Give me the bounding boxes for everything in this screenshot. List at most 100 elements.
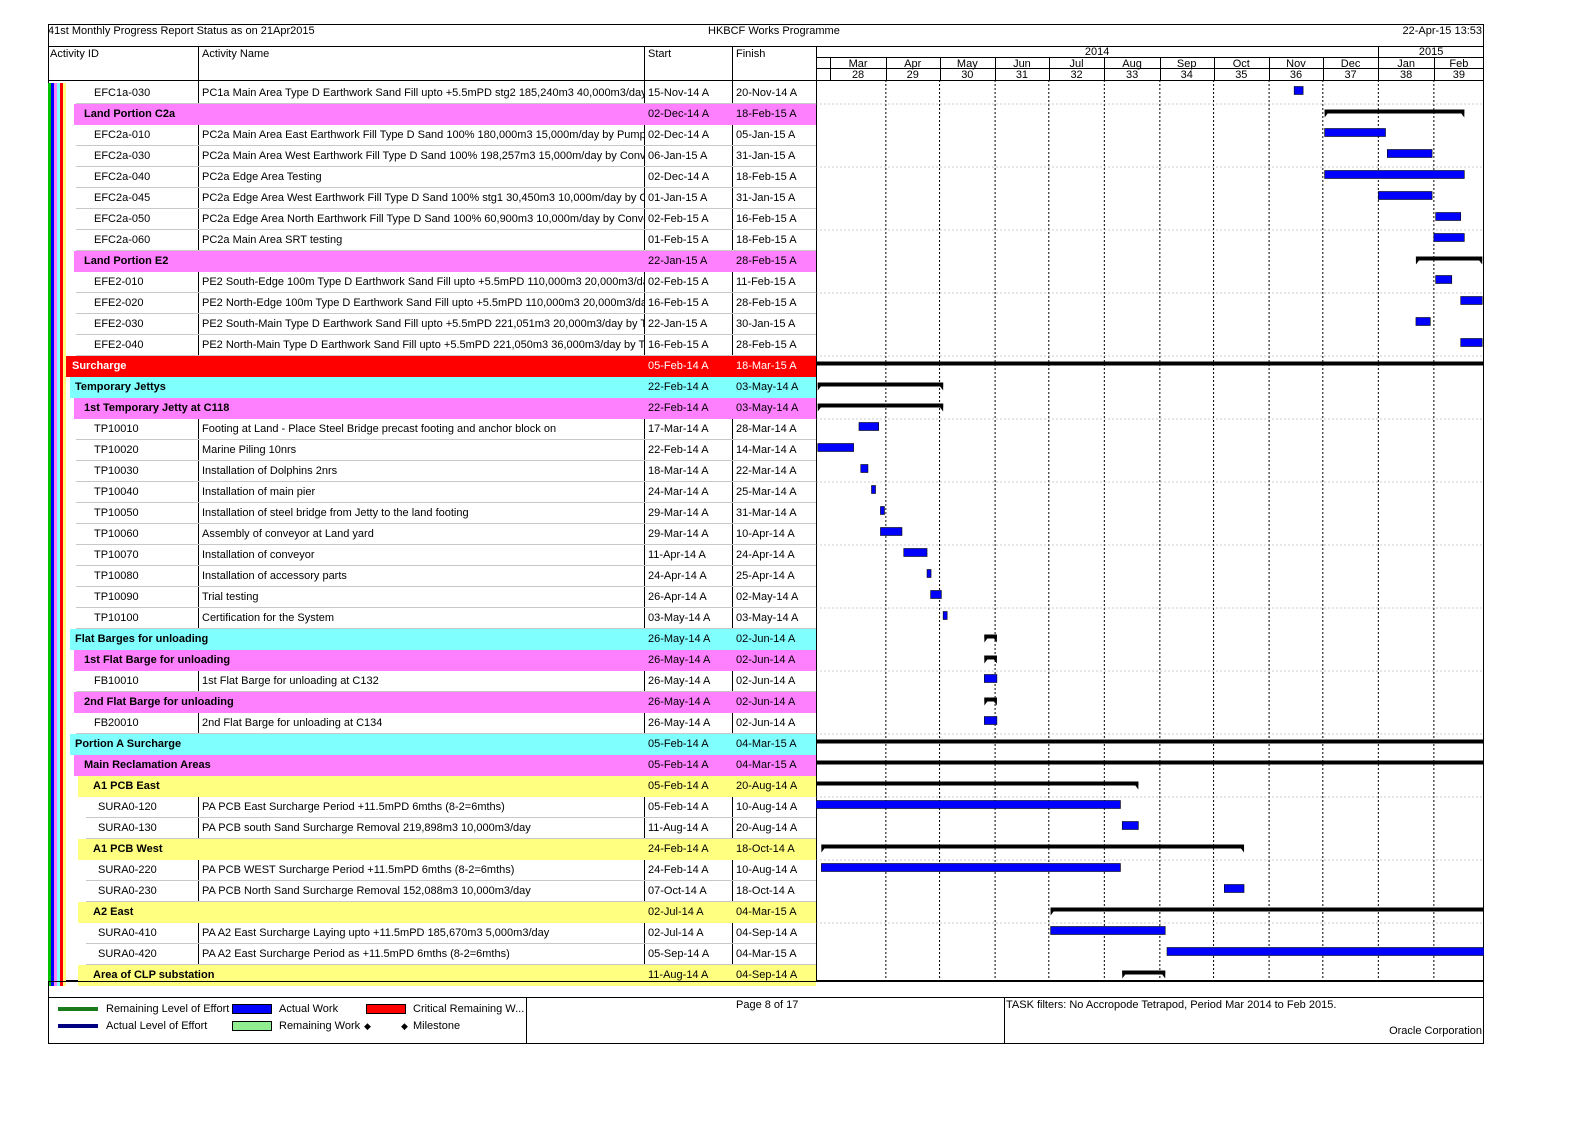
summary-bar[interactable] [984,697,997,702]
activity-row[interactable]: FB20010 2nd Flat Barge for unloading at C… [48,713,816,734]
activity-row[interactable]: EFC2a-010 PC2a Main Area East Earthwork F… [48,125,816,146]
activity-id: TP10020 [94,444,139,456]
actual-work-bar[interactable] [816,800,1121,809]
activity-row[interactable]: SURA0-410 PA A2 East Surcharge Laying upt… [48,923,816,944]
actual-work-bar[interactable] [1460,338,1483,347]
start-date: 05-Feb-14 A [648,759,709,771]
activity-row[interactable]: EFE2-030 PE2 South-Main Type D Earthwork … [48,314,816,335]
activity-row[interactable]: EFC2a-050 PC2a Edge Area North Earthwork … [48,209,816,230]
summary-bar[interactable] [984,634,997,639]
activity-id: EFE2-040 [94,339,144,351]
activity-row[interactable]: TP10020 Marine Piling 10nrs 22-Feb-14 A 14-… [48,440,816,461]
column-start[interactable]: Start [648,48,672,60]
week-label: 39 [1452,69,1466,81]
activity-row[interactable]: EFC2a-040 PC2a Edge Area Testing 02-Dec-14… [48,167,816,188]
actual-work-bar[interactable] [1050,926,1166,935]
activity-row[interactable]: TP10090 Trial testing 26-Apr-14 A 02-May-14… [48,587,816,608]
activity-row[interactable]: SURA0-230 PA PCB North Sand Surcharge Rem… [48,881,816,902]
summary-bar[interactable] [816,361,1484,366]
actual-work-bar[interactable] [871,485,876,494]
wbs-row[interactable]: A1 PCB East 05-Feb-14 A 20-Aug-14 A [48,776,816,797]
activity-row[interactable]: EFC1a-030 PC1a Main Area Type D Earthwork… [48,83,816,104]
month-label: May [956,58,978,70]
activity-name: Installation of conveyor [202,549,315,561]
actual-work-bar[interactable] [817,443,854,452]
wbs-row[interactable]: 1st Temporary Jetty at C118 22-Feb-14 A 03… [48,398,816,419]
activity-row[interactable]: EFE2-040 PE2 North-Main Type D Earthwork … [48,335,816,356]
activity-row[interactable]: EFE2-020 PE2 North-Edge 100m Type D Earth… [48,293,816,314]
activity-row[interactable]: TP10010 Footing at Land - Place Steel Bri… [48,419,816,440]
wbs-level-stripes [48,818,66,839]
start-date: 24-Apr-14 A [648,570,707,582]
activity-row[interactable]: EFC2a-060 PC2a Main Area SRT testing 01-Fe… [48,230,816,251]
summary-bar[interactable] [816,739,1484,744]
actual-work-bar[interactable] [1386,149,1433,158]
summary-bar[interactable] [1324,109,1465,114]
wbs-row[interactable]: Portion A Surcharge 05-Feb-14 A 04-Mar-15 … [48,734,816,755]
summary-bar[interactable] [816,781,1139,786]
activity-row[interactable]: EFC2a-045 PC2a Edge Area West Earthwork F… [48,188,816,209]
summary-bar[interactable] [1050,907,1484,912]
actual-work-bar[interactable] [858,422,879,431]
wbs-row[interactable]: 2nd Flat Barge for unloading 26-May-14 A 0… [48,692,816,713]
wbs-row[interactable]: 1st Flat Barge for unloading 26-May-14 A 0… [48,650,816,671]
actual-work-bar[interactable] [821,863,1121,872]
summary-bar[interactable] [984,655,997,660]
actual-work-bar[interactable] [1324,170,1465,179]
activity-row[interactable]: EFC2a-030 PC2a Main Area West Earthwork F… [48,146,816,167]
wbs-row[interactable]: Main Reclamation Areas 05-Feb-14 A 04-Mar-… [48,755,816,776]
wbs-row[interactable]: Flat Barges for unloading 26-May-14 A 02-J… [48,629,816,650]
wbs-row[interactable]: Area of CLP substation 11-Aug-14 A 04-Sep-… [48,965,816,986]
column-activity-id[interactable]: Activity ID [50,48,99,60]
actual-work-bar[interactable] [860,464,869,473]
activity-row[interactable]: FB10010 1st Flat Barge for unloading at C… [48,671,816,692]
summary-bar[interactable] [821,844,1245,849]
wbs-row[interactable]: Land Portion C2a 02-Dec-14 A 18-Feb-15 A [48,104,816,125]
summary-bar[interactable] [817,382,944,387]
actual-work-bar[interactable] [880,527,903,536]
activity-row[interactable]: TP10080 Installation of accessory parts 24… [48,566,816,587]
activity-row[interactable]: SURA0-120 PA PCB East Surcharge Period +1… [48,797,816,818]
actual-work-bar[interactable] [903,548,928,557]
wbs-row[interactable]: Surcharge 05-Feb-14 A 18-Mar-15 A [48,356,816,377]
wbs-row[interactable]: Land Portion E2 22-Jan-15 A 28-Feb-15 A [48,251,816,272]
actual-work-bar[interactable] [1166,947,1484,956]
actual-work-bar[interactable] [1378,191,1433,200]
wbs-row[interactable]: Temporary Jettys 22-Feb-14 A 03-May-14 A [48,377,816,398]
week-label: 38 [1399,69,1413,81]
wbs-row[interactable]: A1 PCB West 24-Feb-14 A 18-Oct-14 A [48,839,816,860]
activity-row[interactable]: EFE2-010 PE2 South-Edge 100m Type D Earth… [48,272,816,293]
activity-row[interactable]: TP10060 Assembly of conveyor at Land yard… [48,524,816,545]
actual-work-bar[interactable] [1460,296,1483,305]
activity-row[interactable]: SURA0-130 PA PCB south Sand Surcharge Rem… [48,818,816,839]
column-finish[interactable]: Finish [736,48,766,60]
actual-work-bar[interactable] [984,674,998,683]
actual-work-bar[interactable] [1224,884,1245,893]
activity-row[interactable]: TP10050 Installation of steel bridge from… [48,503,816,524]
activity-row[interactable]: SURA0-220 PA PCB WEST Surcharge Period +1… [48,860,816,881]
activity-row[interactable]: TP10100 Certification for the System 03-Ma… [48,608,816,629]
summary-bar[interactable] [1415,256,1483,261]
summary-bar[interactable] [1122,970,1166,975]
activity-row[interactable]: TP10040 Installation of main pier 24-Mar-1… [48,482,816,503]
summary-bar[interactable] [817,403,944,408]
actual-work-bar[interactable] [942,611,948,620]
actual-work-bar[interactable] [1415,317,1431,326]
wbs-level-stripes [48,944,66,965]
actual-work-bar[interactable] [1121,821,1139,830]
actual-work-bar[interactable] [984,716,998,725]
actual-work-bar[interactable] [926,569,932,578]
actual-work-bar[interactable] [1433,233,1465,242]
actual-work-bar[interactable] [1324,128,1386,137]
actual-work-bar[interactable] [880,506,885,515]
actual-work-bar[interactable] [1293,86,1304,95]
summary-bar[interactable] [816,760,1484,765]
actual-work-bar[interactable] [1435,275,1453,284]
activity-row[interactable]: TP10030 Installation of Dolphins 2nrs 18-M… [48,461,816,482]
actual-work-bar[interactable] [1435,212,1462,221]
column-activity-name[interactable]: Activity Name [202,48,270,60]
activity-row[interactable]: TP10070 Installation of conveyor 11-Apr-14… [48,545,816,566]
wbs-row[interactable]: A2 East 02-Jul-14 A 04-Mar-15 A [48,902,816,923]
actual-work-bar[interactable] [930,590,942,599]
activity-row[interactable]: SURA0-420 PA A2 East Surcharge Period as … [48,944,816,965]
